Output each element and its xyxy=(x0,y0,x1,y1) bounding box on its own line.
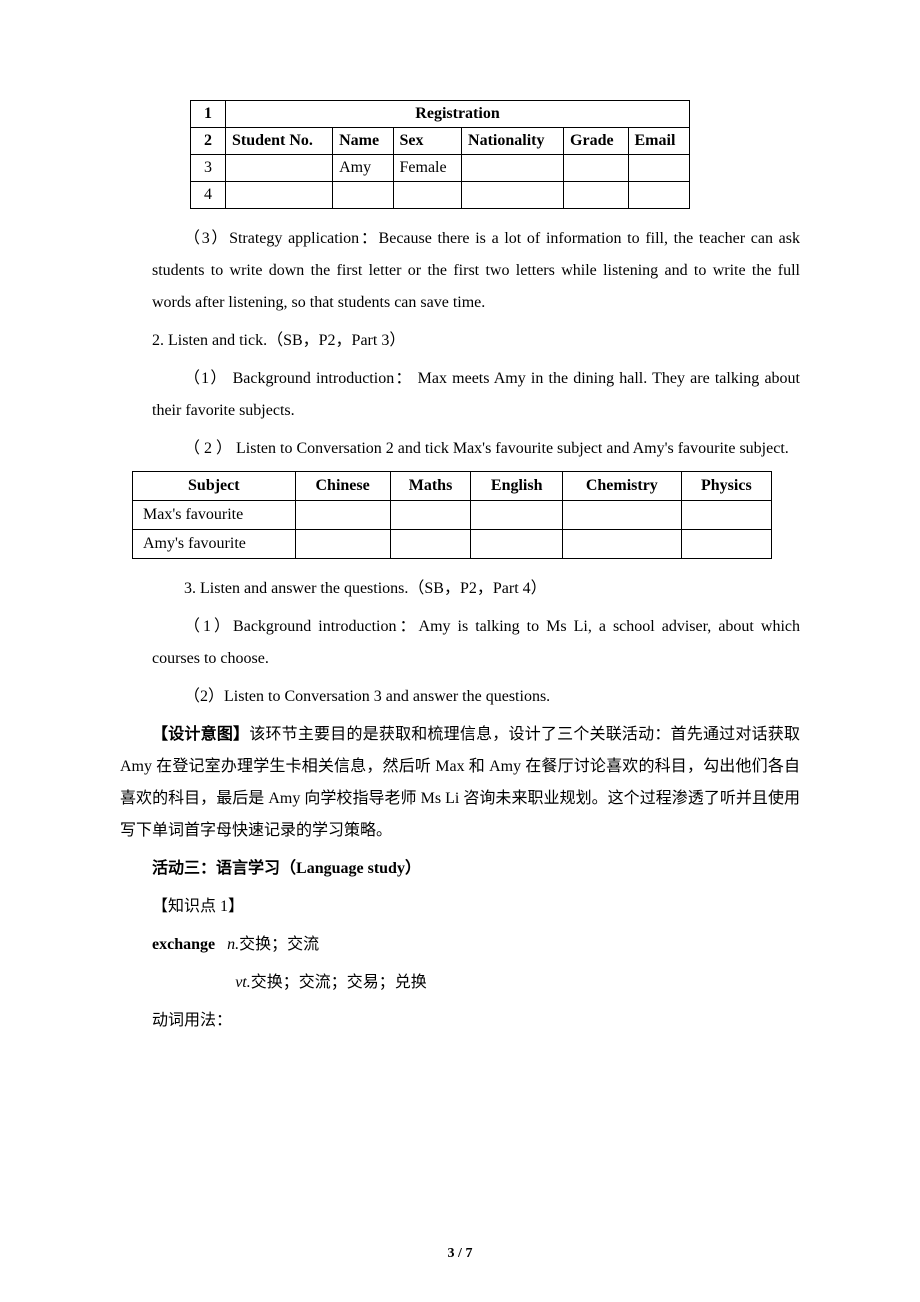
pos-vt: vt. xyxy=(235,974,251,991)
paragraph-strategy: （3）Strategy application：Because there is… xyxy=(120,223,800,319)
cell xyxy=(471,501,563,530)
row-label: Max's favourite xyxy=(133,501,296,530)
row-index: 1 xyxy=(191,101,226,128)
cell xyxy=(295,530,390,559)
cell xyxy=(471,530,563,559)
table-row: 2 Student No. Name Sex Nationality Grade… xyxy=(191,128,690,155)
row-index: 4 xyxy=(191,182,226,209)
col-header: Chinese xyxy=(295,472,390,501)
table-row: Subject Chinese Maths English Chemistry … xyxy=(133,472,772,501)
design-label: 【设计意图】 xyxy=(152,726,249,743)
cell xyxy=(462,155,564,182)
exchange-n-meaning: 交换；交流 xyxy=(239,936,319,953)
col-header: Maths xyxy=(390,472,471,501)
cell xyxy=(462,182,564,209)
knowledge-point-1: 【知识点 1】 xyxy=(120,891,800,923)
paragraph-listen-tick: 2. Listen and tick.（SB，P2，Part 3） xyxy=(120,325,800,357)
cell xyxy=(226,182,333,209)
table-row: 3 Amy Female xyxy=(191,155,690,182)
pos-n: n. xyxy=(227,936,239,953)
activity3-prefix: 活动三：语言学习（ xyxy=(152,860,296,877)
paragraph-bg2: （1）Background introduction：Amy is talkin… xyxy=(120,611,800,675)
cell xyxy=(562,501,681,530)
paragraph-bg1: （1） Background introduction： Max meets A… xyxy=(120,363,800,427)
page-number: 3 xyxy=(448,1246,455,1261)
col-header: Sex xyxy=(393,128,462,155)
registration-table: 1 Registration 2 Student No. Name Sex Na… xyxy=(190,100,690,209)
col-header: Subject xyxy=(133,472,296,501)
table-title: Registration xyxy=(226,101,690,128)
cell xyxy=(562,530,681,559)
cell xyxy=(564,155,628,182)
cell xyxy=(226,155,333,182)
cell xyxy=(333,182,393,209)
cell xyxy=(390,501,471,530)
exchange-vt-meaning: 交换；交流；交易；兑换 xyxy=(251,974,427,991)
activity3-en: Language study xyxy=(296,860,405,877)
paragraph-conv3: （2）Listen to Conversation 3 and answer t… xyxy=(120,681,800,713)
cell xyxy=(681,530,771,559)
page-sep: / xyxy=(455,1246,466,1261)
col-header: Name xyxy=(333,128,393,155)
subject-table: Subject Chinese Maths English Chemistry … xyxy=(132,471,772,559)
cell xyxy=(681,501,771,530)
paragraph-conv2: （ 2 ） Listen to Conversation 2 and tick … xyxy=(120,433,800,465)
page-footer: 3 / 7 xyxy=(0,1246,920,1262)
cell xyxy=(295,501,390,530)
cell: Female xyxy=(393,155,462,182)
activity3-heading: 活动三：语言学习（Language study） xyxy=(120,853,800,885)
col-header: Chemistry xyxy=(562,472,681,501)
exchange-word: exchange xyxy=(152,936,215,953)
verb-usage: 动词用法： xyxy=(120,1005,800,1037)
cell xyxy=(564,182,628,209)
col-header: Nationality xyxy=(462,128,564,155)
paragraph-listen-answer: 3. Listen and answer the questions.（SB，P… xyxy=(120,573,800,605)
activity3-suffix: ） xyxy=(405,860,421,877)
cell: Amy xyxy=(333,155,393,182)
col-header: Student No. xyxy=(226,128,333,155)
design-intent: 【设计意图】该环节主要目的是获取和梳理信息，设计了三个关联活动：首先通过对话获取… xyxy=(120,719,800,847)
row-index: 3 xyxy=(191,155,226,182)
exchange-n-line: exchange n.交换；交流 xyxy=(120,929,800,961)
cell xyxy=(628,182,690,209)
page-total: 7 xyxy=(465,1246,472,1261)
col-header: English xyxy=(471,472,563,501)
cell xyxy=(393,182,462,209)
col-header: Physics xyxy=(681,472,771,501)
cell xyxy=(628,155,690,182)
table-row: 1 Registration xyxy=(191,101,690,128)
table-row: Max's favourite xyxy=(133,501,772,530)
col-header: Email xyxy=(628,128,690,155)
cell xyxy=(390,530,471,559)
row-index: 2 xyxy=(191,128,226,155)
table-row: Amy's favourite xyxy=(133,530,772,559)
row-label: Amy's favourite xyxy=(133,530,296,559)
table-row: 4 xyxy=(191,182,690,209)
exchange-vt-line: vt.交换；交流；交易；兑换 xyxy=(120,967,800,999)
col-header: Grade xyxy=(564,128,628,155)
document-page: 1 Registration 2 Student No. Name Sex Na… xyxy=(0,0,920,1302)
